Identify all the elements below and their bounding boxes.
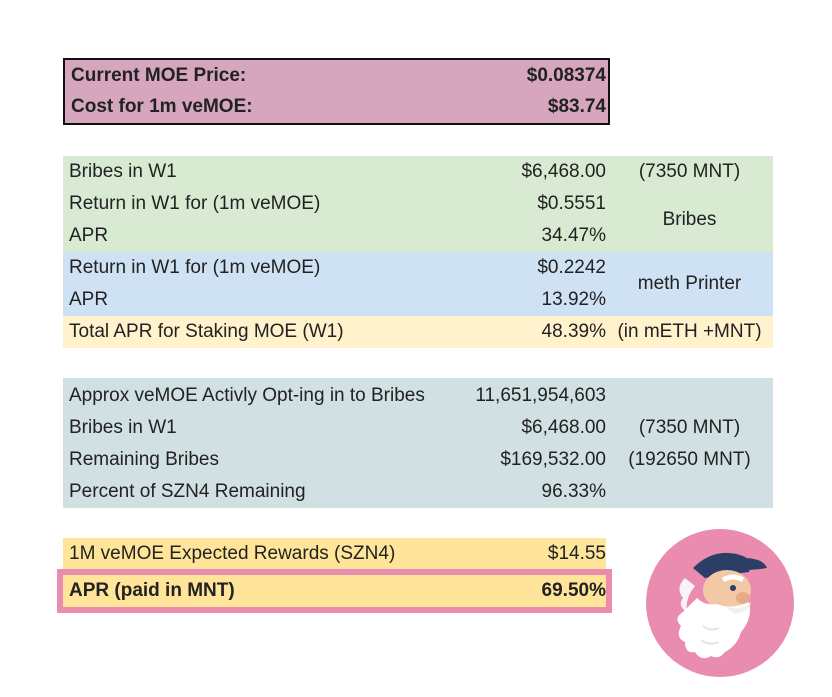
bribes-section: Bribes in W1 $6,468.00 (7350 MNT) Return… [63, 156, 773, 252]
optin-note: (192650 MNT) [628, 449, 751, 470]
meth-return-label: Return in W1 for (1m veMOE) [69, 257, 321, 278]
table-row: Percent of SZN4 Remaining 96.33% [63, 476, 773, 508]
optin-value: $169,532.00 [500, 449, 606, 470]
final-apr-value: 69.50% [541, 580, 606, 601]
current-price-row: Current MOE Price: $0.08374 [65, 60, 608, 91]
bribes-w1-value: $6,468.00 [521, 161, 606, 182]
final-apr-row: APR (paid in MNT) 69.50% [57, 569, 612, 613]
bribes-apr-row: APR 34.47% [63, 220, 773, 252]
bribes-w1-row: Bribes in W1 $6,468.00 (7350 MNT) [63, 156, 773, 188]
optin-value: 96.33% [541, 481, 606, 502]
table-row: Approx veMOE Activly Opt-ing in to Bribe… [63, 380, 773, 412]
wizard-mascot-icon [645, 528, 795, 678]
bribes-w1-note: (7350 MNT) [638, 161, 741, 182]
current-price-value: $0.08374 [526, 65, 606, 86]
mascot-graphic [646, 529, 794, 677]
bribes-apr-label: APR [69, 225, 109, 246]
bribes-w1-label: Bribes in W1 [69, 161, 177, 182]
meth-section-note: meth Printer [637, 273, 742, 294]
meth-return-value: $0.2242 [537, 257, 606, 278]
cost-row: Cost for 1m veMOE: $83.74 [65, 91, 608, 122]
cost-label: Cost for 1m veMOE: [71, 96, 253, 117]
bribes-return-row: Return in W1 for (1m veMOE) $0.5551 [63, 188, 773, 220]
current-price-label: Current MOE Price: [71, 65, 247, 86]
expected-rewards-value: $14.55 [547, 543, 606, 564]
meth-apr-row: APR 13.92% [63, 284, 773, 316]
table-row: Bribes in W1 $6,468.00 (7350 MNT) [63, 412, 773, 444]
optin-note: (7350 MNT) [638, 417, 741, 438]
final-apr-label: APR (paid in MNT) [69, 580, 235, 601]
table-row: Remaining Bribes $169,532.00 (192650 MNT… [63, 444, 773, 476]
bribes-return-value: $0.5551 [537, 193, 606, 214]
meth-section: Return in W1 for (1m veMOE) $0.2242 APR … [63, 252, 773, 316]
optin-label: Percent of SZN4 Remaining [69, 481, 306, 502]
optin-label: Remaining Bribes [69, 449, 219, 470]
expected-rewards-label: 1M veMOE Expected Rewards (SZN4) [69, 543, 396, 564]
bribes-section-note: Bribes [662, 209, 717, 230]
total-apr-label: Total APR for Staking MOE (W1) [69, 321, 344, 342]
meth-apr-label: APR [69, 289, 109, 310]
meth-apr-value: 13.92% [541, 289, 606, 310]
cost-value: $83.74 [547, 96, 606, 117]
total-apr-value: 48.39% [541, 321, 606, 342]
total-apr-note: (in mETH +MNT) [617, 321, 762, 342]
meth-return-row: Return in W1 for (1m veMOE) $0.2242 [63, 252, 773, 284]
optin-table: Approx veMOE Activly Opt-ing in to Bribe… [63, 378, 773, 508]
price-panel: Current MOE Price: $0.08374 Cost for 1m … [63, 58, 610, 125]
total-apr-row: Total APR for Staking MOE (W1) 48.39% (i… [63, 316, 773, 348]
optin-value: $6,468.00 [521, 417, 606, 438]
expected-rewards-row: 1M veMOE Expected Rewards (SZN4) $14.55 [63, 538, 606, 570]
bribes-return-label: Return in W1 for (1m veMOE) [69, 193, 321, 214]
optin-label: Approx veMOE Activly Opt-ing in to Bribe… [69, 385, 425, 406]
optin-label: Bribes in W1 [69, 417, 177, 438]
bribes-apr-value: 34.47% [541, 225, 606, 246]
optin-value: 11,651,954,603 [475, 385, 606, 406]
